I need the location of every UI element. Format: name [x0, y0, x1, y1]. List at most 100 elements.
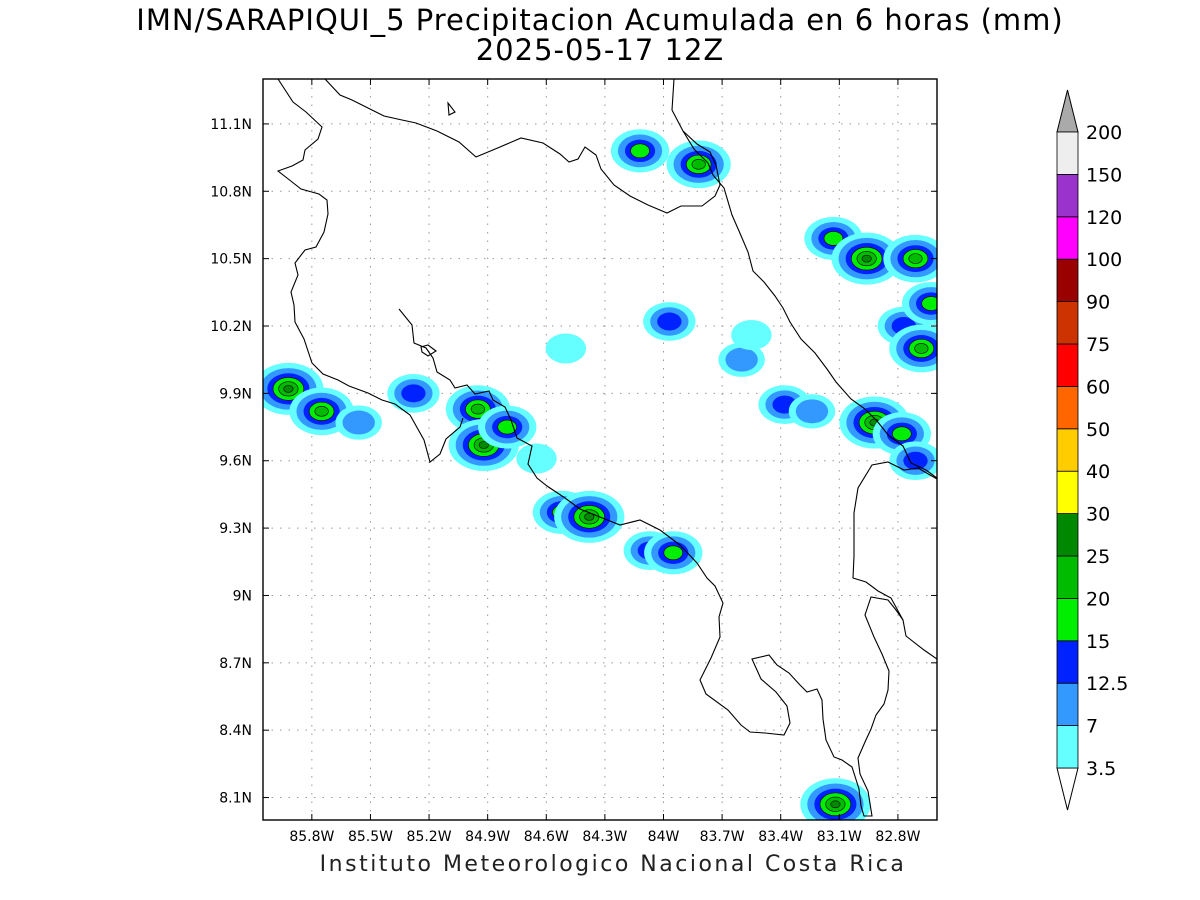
- precip-contour-level-1: [516, 443, 557, 474]
- precip-contour-level-5: [314, 406, 329, 417]
- colorbar-label: 200: [1086, 122, 1122, 144]
- precip-contour-level-2: [795, 399, 829, 424]
- lake-north-islet: [447, 101, 456, 116]
- precip-cell: [387, 373, 440, 413]
- x-axis-ticks: 85.8W 85.5W 85.2W 84.9W 84.6W 84.3W 84W 83.7W 83…: [289, 79, 921, 845]
- precip-cell: [666, 140, 731, 189]
- nicoya-gulf-coast: [398, 308, 904, 817]
- y-tick-label: 9N: [233, 588, 252, 604]
- y-tick-label: 8.1N: [219, 791, 252, 807]
- precipitation-field: [263, 129, 937, 820]
- colorbar-label: 100: [1086, 249, 1122, 271]
- colorbar-swatch: [1056, 301, 1079, 345]
- x-tick-label: 83.4W: [758, 829, 803, 845]
- colorbar-label: 25: [1086, 546, 1110, 568]
- x-tick-label: 85.5W: [348, 829, 393, 845]
- precip-contour-level-3: [903, 451, 928, 470]
- map-subtitle-datetime: 2025-05-17 12Z: [475, 33, 725, 67]
- colorbar-swatch: [1056, 598, 1079, 642]
- y-tick-label: 8.4N: [219, 723, 252, 739]
- precip-cell: [718, 342, 765, 377]
- precip-cell: [545, 333, 587, 364]
- precip-contour-level-4: [892, 426, 912, 442]
- precip-cell: [889, 324, 937, 373]
- x-tick-label: 85.8W: [289, 829, 334, 845]
- colorbar-label: 50: [1086, 419, 1110, 441]
- precip-cell: [516, 443, 557, 474]
- nicaragua-border: [324, 79, 721, 214]
- precip-contour-level-6: [283, 385, 294, 393]
- precip-contour-level-5: [470, 403, 485, 415]
- map-frame: [262, 78, 938, 821]
- y-tick-label: 10.8N: [210, 184, 252, 200]
- y-axis-ticks: 11.1N 10.8N 10.5N 10.2N 9.9N 9.6N 9.3N 9N 8.7N 8.…: [210, 117, 937, 807]
- precip-contour-level-5: [691, 159, 706, 170]
- precip-contour-level-4: [823, 231, 844, 246]
- precip-contour-level-4: [630, 143, 650, 159]
- colorbar-swatch: [1056, 173, 1079, 218]
- precip-contour-level-2: [342, 410, 375, 435]
- colorbar-swatch: [1056, 385, 1079, 430]
- colorbar-label: 15: [1086, 631, 1110, 653]
- colorbar-swatch: [1056, 131, 1079, 175]
- x-tick-label: 83.1W: [817, 829, 862, 845]
- colorbar-swatch: [1056, 725, 1079, 769]
- colorbar-label: 40: [1086, 461, 1110, 483]
- panama-border: [852, 461, 937, 660]
- x-tick-label: 85.2W: [407, 829, 452, 845]
- precip-cell: [831, 232, 902, 285]
- precip-cell: [731, 319, 772, 350]
- colorbar-label: 75: [1086, 334, 1110, 356]
- precip-contour-level-3: [401, 384, 426, 403]
- colorbar-label: 30: [1086, 504, 1110, 526]
- precip-contour-level-6: [478, 441, 489, 449]
- colorbar-label: 12.5: [1086, 673, 1128, 695]
- precip-contour-level-4: [921, 296, 937, 311]
- colorbar-label: 150: [1086, 164, 1122, 186]
- precip-contour-level-1: [731, 319, 772, 350]
- precip-contour-level-3: [657, 312, 682, 331]
- precip-contour-level-4: [663, 545, 684, 561]
- x-tick-label: 84.9W: [465, 829, 510, 845]
- precip-contour-level-6: [861, 254, 872, 263]
- precip-contour-level-6: [830, 800, 841, 809]
- precip-cell: [478, 405, 537, 449]
- precip-contour-level-2: [725, 347, 758, 372]
- footer-credit: Instituto Meteorologico Nacional Costa R…: [319, 852, 907, 877]
- coastline-borders: [276, 79, 937, 817]
- y-tick-label: 9.9N: [219, 386, 252, 402]
- colorbar-swatch: [1056, 258, 1079, 303]
- x-tick-label: 83.7W: [700, 829, 745, 845]
- lake-nicaragua-shore: [276, 79, 464, 463]
- precip-cell: [883, 234, 937, 283]
- precip-cell: [889, 441, 937, 481]
- precip-contour-level-5: [908, 253, 923, 264]
- x-tick-label: 84.3W: [582, 829, 627, 845]
- colorbar-label: 90: [1086, 292, 1110, 314]
- colorbar-legend: 3.5 7 12.5 15 20 25 30 40 50 60 75 90 100 120 150 200: [1056, 89, 1128, 811]
- precip-cell: [610, 129, 670, 173]
- colorbar-swatch: [1056, 428, 1079, 472]
- precip-cell: [643, 302, 696, 341]
- y-tick-label: 11.1N: [210, 117, 252, 133]
- colorbar-top-arrow: [1056, 89, 1079, 133]
- precip-cell: [554, 490, 625, 543]
- precip-contour-level-1: [545, 333, 587, 364]
- colorbar-label: 60: [1086, 376, 1110, 398]
- colorbar-swatch: [1056, 640, 1079, 684]
- colorbar-swatch: [1056, 216, 1079, 260]
- x-tick-label: 84.6W: [524, 829, 569, 845]
- y-tick-label: 8.7N: [219, 656, 252, 672]
- precip-cell: [644, 531, 703, 575]
- x-tick-label: 84W: [648, 829, 680, 845]
- precip-cell: [335, 405, 382, 440]
- precip-contour-level-5: [914, 343, 929, 354]
- colorbar-swatch: [1056, 555, 1079, 599]
- colorbar-label: 7: [1086, 716, 1098, 738]
- precip-cell: [788, 394, 836, 429]
- y-tick-label: 10.5N: [210, 252, 252, 268]
- graticule-grid: [263, 79, 937, 820]
- precip-cell: [901, 281, 937, 326]
- precip-cell: [800, 778, 871, 820]
